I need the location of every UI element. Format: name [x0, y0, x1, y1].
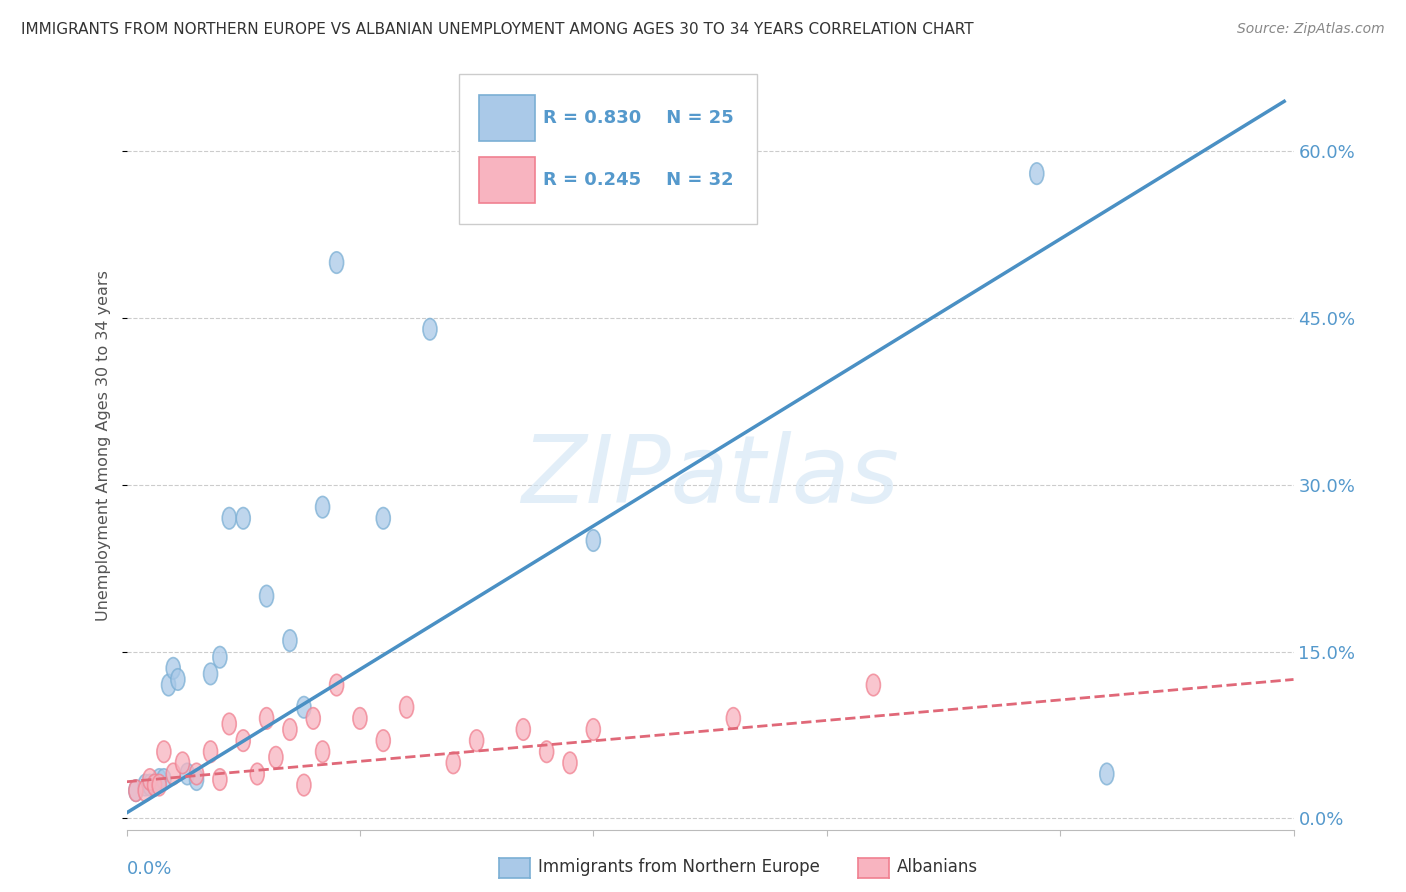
Ellipse shape	[166, 764, 180, 785]
FancyBboxPatch shape	[479, 157, 534, 202]
Ellipse shape	[250, 764, 264, 785]
Ellipse shape	[353, 707, 367, 729]
Ellipse shape	[586, 719, 600, 740]
Ellipse shape	[236, 730, 250, 751]
Ellipse shape	[236, 508, 250, 529]
Ellipse shape	[172, 669, 186, 690]
Ellipse shape	[190, 769, 204, 790]
Ellipse shape	[297, 697, 311, 718]
Text: R = 0.245    N = 32: R = 0.245 N = 32	[543, 170, 734, 188]
Ellipse shape	[212, 769, 226, 790]
Ellipse shape	[399, 697, 413, 718]
Ellipse shape	[540, 741, 554, 763]
Text: Source: ZipAtlas.com: Source: ZipAtlas.com	[1237, 22, 1385, 37]
Text: R = 0.830    N = 25: R = 0.830 N = 25	[543, 109, 734, 127]
Ellipse shape	[176, 752, 190, 773]
FancyBboxPatch shape	[479, 95, 534, 141]
Ellipse shape	[1029, 163, 1043, 185]
Ellipse shape	[377, 508, 391, 529]
Ellipse shape	[727, 707, 741, 729]
Ellipse shape	[152, 769, 166, 790]
Ellipse shape	[1099, 764, 1114, 785]
Ellipse shape	[470, 730, 484, 751]
Ellipse shape	[143, 769, 157, 790]
Ellipse shape	[269, 747, 283, 768]
FancyBboxPatch shape	[460, 74, 756, 224]
Ellipse shape	[152, 774, 166, 796]
Ellipse shape	[212, 647, 226, 668]
Ellipse shape	[446, 752, 460, 773]
Ellipse shape	[138, 780, 152, 801]
Ellipse shape	[222, 508, 236, 529]
Ellipse shape	[315, 497, 329, 518]
Ellipse shape	[423, 318, 437, 340]
Ellipse shape	[148, 774, 162, 796]
Text: IMMIGRANTS FROM NORTHERN EUROPE VS ALBANIAN UNEMPLOYMENT AMONG AGES 30 TO 34 YEA: IMMIGRANTS FROM NORTHERN EUROPE VS ALBAN…	[21, 22, 974, 37]
Ellipse shape	[129, 780, 143, 801]
Ellipse shape	[260, 707, 274, 729]
Ellipse shape	[307, 707, 321, 729]
Ellipse shape	[148, 774, 162, 796]
Ellipse shape	[157, 769, 172, 790]
Text: Immigrants from Northern Europe: Immigrants from Northern Europe	[538, 858, 820, 876]
Ellipse shape	[329, 252, 343, 273]
Ellipse shape	[283, 719, 297, 740]
Ellipse shape	[329, 674, 343, 696]
Ellipse shape	[377, 730, 391, 751]
Ellipse shape	[162, 674, 176, 696]
Ellipse shape	[315, 741, 329, 763]
Ellipse shape	[204, 741, 218, 763]
Ellipse shape	[157, 741, 172, 763]
Y-axis label: Unemployment Among Ages 30 to 34 years: Unemployment Among Ages 30 to 34 years	[96, 270, 111, 622]
Ellipse shape	[143, 774, 157, 796]
Text: Albanians: Albanians	[897, 858, 979, 876]
Ellipse shape	[190, 764, 204, 785]
Ellipse shape	[204, 663, 218, 685]
Ellipse shape	[222, 714, 236, 735]
Ellipse shape	[297, 774, 311, 796]
Ellipse shape	[283, 630, 297, 651]
Ellipse shape	[516, 719, 530, 740]
Text: ZIPatlas: ZIPatlas	[522, 431, 898, 522]
Ellipse shape	[562, 752, 576, 773]
Ellipse shape	[260, 585, 274, 607]
Ellipse shape	[129, 780, 143, 801]
Ellipse shape	[166, 657, 180, 679]
Text: 0.0%: 0.0%	[127, 860, 172, 879]
Ellipse shape	[180, 764, 194, 785]
Ellipse shape	[138, 774, 152, 796]
Ellipse shape	[586, 530, 600, 551]
Ellipse shape	[866, 674, 880, 696]
